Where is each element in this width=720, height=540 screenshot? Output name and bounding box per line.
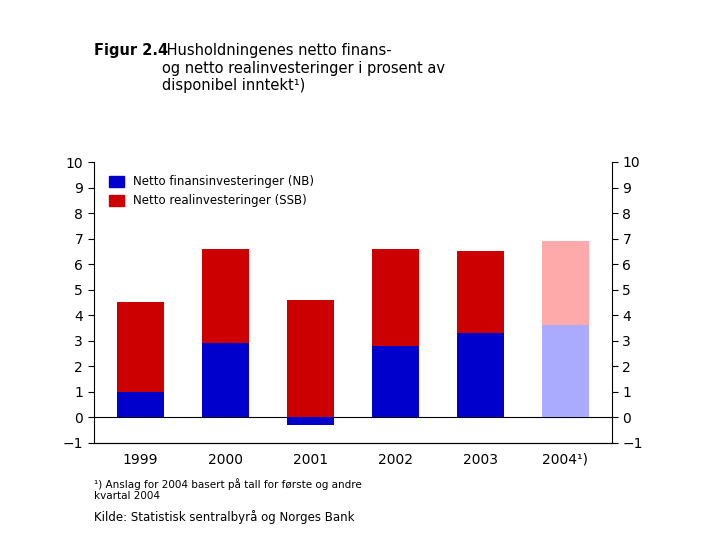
Text: Kilde: Statistisk sentralbyrå og Norges Bank: Kilde: Statistisk sentralbyrå og Norges …	[94, 510, 354, 524]
Text: Figur 2.4: Figur 2.4	[94, 43, 168, 58]
Bar	[542, 241, 589, 326]
Bar	[372, 346, 418, 417]
Bar	[117, 392, 163, 417]
Bar	[287, 300, 333, 417]
Bar	[202, 249, 248, 343]
Bar	[372, 249, 418, 346]
Bar	[457, 251, 504, 333]
Text: Husholdningenes netto finans-
og netto realinvesteringer i prosent av
disponibel: Husholdningenes netto finans- og netto r…	[162, 43, 445, 93]
Bar	[287, 417, 333, 425]
Text: ¹) Anslag for 2004 basert på tall for første og andre
kvartal 2004: ¹) Anslag for 2004 basert på tall for fø…	[94, 478, 361, 502]
Bar	[117, 302, 163, 392]
Bar	[202, 343, 248, 417]
Bar	[542, 326, 589, 417]
Legend: Netto finansinvesteringer (NB), Netto realinvesteringer (SSB): Netto finansinvesteringer (NB), Netto re…	[104, 171, 319, 212]
Bar	[457, 333, 504, 417]
